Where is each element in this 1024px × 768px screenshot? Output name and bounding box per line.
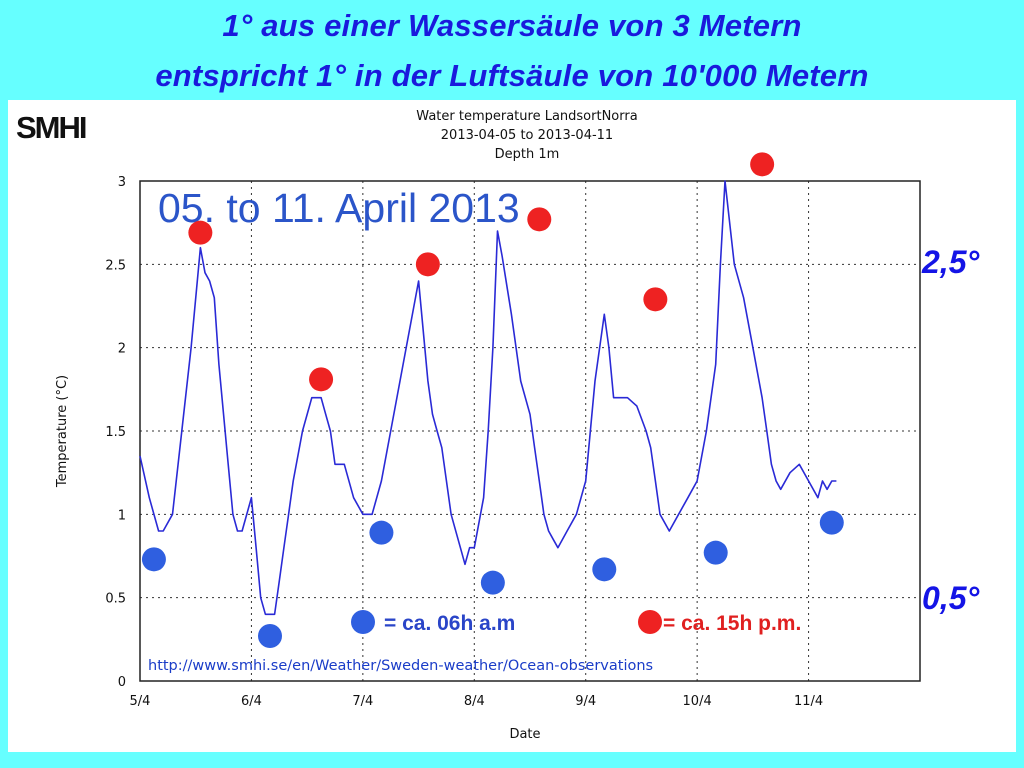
legend-morning-label: = ca. 06h a.m	[384, 612, 515, 635]
legend-morning-dot	[351, 610, 375, 634]
smhi-logo: SMHI	[16, 110, 86, 145]
x-tick-label: 10/4	[683, 694, 712, 709]
x-tick-label: 5/4	[130, 694, 151, 709]
legend-afternoon-label: = ca. 15h p.m.	[663, 612, 801, 635]
morning-marker	[703, 540, 728, 565]
y-tick-label: 1.5	[105, 425, 126, 440]
morning-marker	[369, 520, 394, 545]
side-label-upper: 2,5°	[921, 244, 979, 280]
y-tick-label: 0	[118, 675, 126, 690]
chart-depth: Depth 1m	[495, 147, 560, 162]
temperature-series-line	[139, 180, 837, 616]
headline-line-2: entspricht 1° in der Luftsäule von 10'00…	[155, 58, 869, 93]
marker-layer	[141, 152, 844, 648]
x-tick-label: 11/4	[794, 694, 823, 709]
chart-title: Water temperature LandsortNorra	[416, 109, 637, 124]
morning-marker	[141, 547, 166, 572]
legend-afternoon-dot	[638, 610, 662, 634]
x-axis-ticks: 5/4 6/4 7/4 8/4 9/4 10/4 11/4	[130, 694, 824, 709]
morning-marker	[480, 570, 505, 595]
grid	[140, 181, 920, 681]
y-tick-label: 0.5	[105, 592, 126, 607]
y-axis-ticks: 0 0.5 1 1.5 2 2.5 3	[105, 175, 126, 690]
chart-panel: SMHI Water temperature LandsortNorra 201…	[8, 100, 1016, 752]
y-tick-label: 2	[118, 342, 126, 357]
afternoon-marker	[415, 252, 440, 277]
afternoon-marker	[527, 207, 552, 232]
y-tick-label: 3	[118, 175, 126, 190]
source-url: http://www.smhi.se/en/Weather/Sweden-wea…	[148, 658, 653, 674]
morning-marker	[258, 624, 282, 648]
y-tick-label: 1	[118, 508, 126, 523]
x-tick-label: 8/4	[464, 694, 485, 709]
morning-marker	[819, 510, 844, 535]
afternoon-marker	[309, 367, 334, 392]
y-tick-label: 2.5	[105, 258, 126, 273]
x-axis-label: Date	[509, 727, 540, 742]
x-tick-label: 9/4	[575, 694, 596, 709]
afternoon-marker	[643, 287, 668, 312]
x-tick-label: 7/4	[352, 694, 373, 709]
x-tick-label: 6/4	[241, 694, 262, 709]
headline-line-1: 1° aus einer Wassersäule von 3 Metern	[222, 8, 802, 43]
side-label-lower: 0,5°	[922, 580, 979, 616]
temperature-chart: SMHI Water temperature LandsortNorra 201…	[16, 109, 979, 742]
plot-frame	[139, 180, 921, 682]
afternoon-marker	[188, 220, 213, 245]
date-range-overlay: 05. to 11. April 2013	[158, 185, 520, 231]
morning-marker	[592, 557, 617, 582]
chart-subtitle: 2013-04-05 to 2013-04-11	[441, 128, 613, 143]
afternoon-marker	[750, 152, 775, 177]
y-axis-label: Temperature (°C)	[55, 375, 70, 488]
series-layer	[139, 180, 837, 616]
